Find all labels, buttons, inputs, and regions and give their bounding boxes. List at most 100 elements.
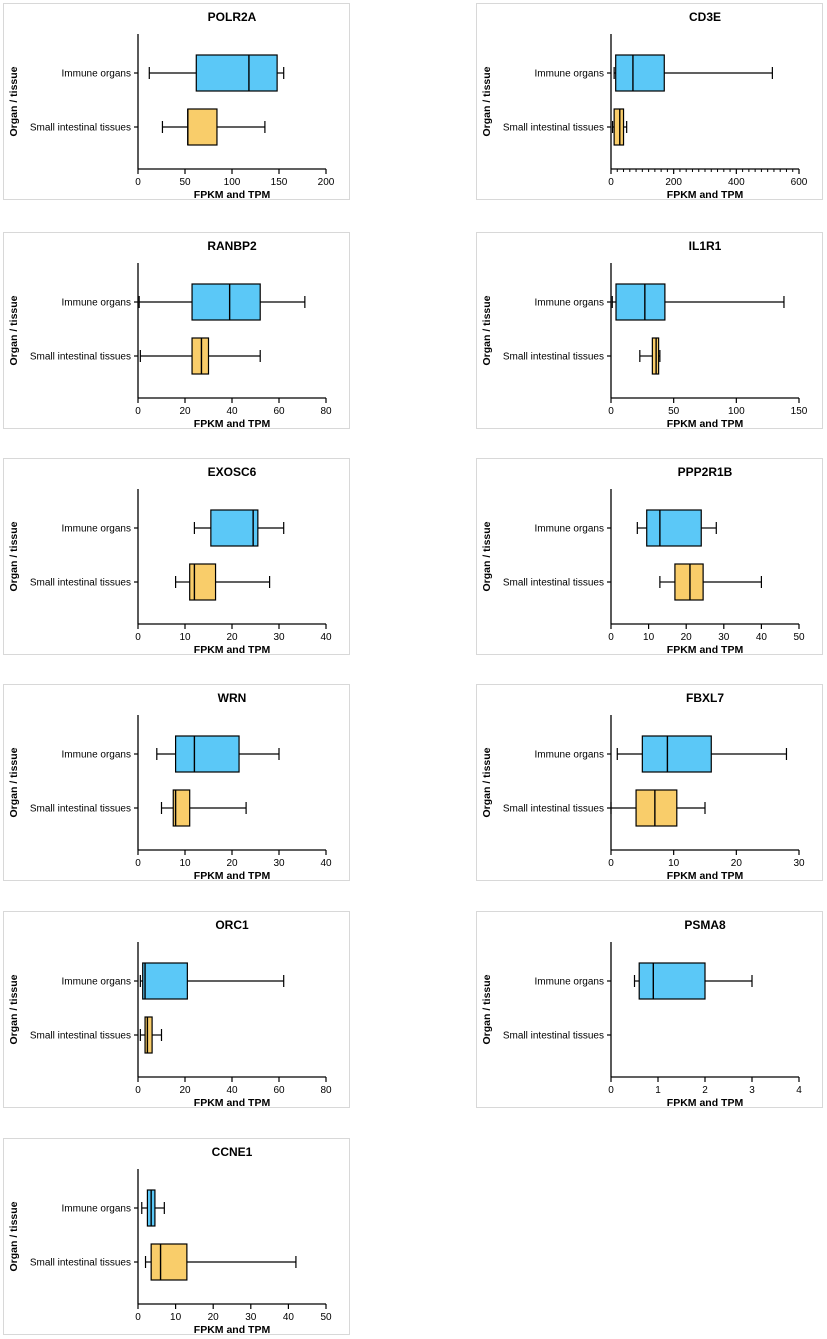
chart-svg: EXOSC6 Organ / tissue Immune organs Small i…: [8, 465, 332, 656]
y-axis-label: Organ / tissue: [481, 66, 493, 136]
x-tick-label: 20: [731, 858, 743, 869]
chart-panel-exosc6: EXOSC6 Organ / tissue Immune organs Small i…: [3, 458, 350, 656]
box-immune-organs: [613, 54, 773, 92]
box-small-intestinal-tissues: [139, 337, 261, 375]
y-axis-label: Organ / tissue: [8, 974, 20, 1044]
iqr-box: [210, 509, 259, 547]
x-axis-label: FPKM and TPM: [667, 644, 744, 656]
x-tick-label: 10: [179, 858, 191, 869]
y-axis-label: Organ / tissue: [481, 295, 493, 365]
x-tick-label: 0: [608, 1085, 614, 1096]
category-label: Immune organs: [535, 524, 604, 535]
box-small-intestinal-tissues: [639, 337, 661, 375]
chart-panel-ppp2r1b: PPP2R1B Organ / tissue Immune organs Small …: [476, 458, 823, 656]
x-tick-label: 2: [702, 1085, 708, 1096]
x-tick-label: 4: [796, 1085, 802, 1096]
box-immune-organs: [193, 509, 285, 547]
x-tick-label: 0: [135, 858, 141, 869]
chart-panel-psma8: PSMA8 Organ / tissue Immune organs Small in…: [476, 911, 823, 1109]
x-tick-label: 30: [245, 1312, 257, 1323]
x-tick-label: 40: [226, 1085, 238, 1096]
category-label: Small intestinal tissues: [503, 123, 604, 134]
category-label: Small intestinal tissues: [30, 804, 131, 815]
box-immune-organs: [139, 962, 285, 1000]
box-immune-organs: [148, 54, 285, 92]
iqr-box: [172, 789, 191, 827]
box-small-intestinal-tissues: [659, 563, 762, 601]
x-tick-label: 150: [791, 406, 808, 417]
chart-svg: ORC1 Organ / tissue Immune organs Small int…: [8, 918, 332, 1109]
x-tick-label: 600: [791, 177, 808, 188]
x-tick-label: 200: [665, 177, 682, 188]
iqr-box: [615, 283, 666, 321]
chart-panel-polr2a: POLR2A Organ / tissue Immune organs Small i…: [3, 3, 350, 201]
x-tick-label: 400: [728, 177, 745, 188]
chart-svg: CD3E Organ / tissue Immune organs Small int…: [481, 10, 808, 201]
category-label: Small intestinal tissues: [30, 1258, 131, 1269]
category-label: Small intestinal tissues: [30, 352, 131, 363]
chart-svg: CCNE1 Organ / tissue Immune organs Small in…: [8, 1145, 332, 1336]
chart-title: FBXL7: [686, 691, 724, 705]
x-tick-label: 50: [179, 177, 191, 188]
chart-svg: FBXL7 Organ / tissue Immune organs Small in…: [481, 691, 805, 882]
category-label: Immune organs: [535, 750, 604, 761]
x-tick-label: 0: [135, 1312, 141, 1323]
category-label: Small intestinal tissues: [503, 352, 604, 363]
category-label: Immune organs: [535, 69, 604, 80]
x-tick-label: 0: [608, 632, 614, 643]
x-axis-label: FPKM and TPM: [667, 189, 744, 201]
category-label: Small intestinal tissues: [30, 1031, 131, 1042]
x-tick-label: 100: [728, 406, 745, 417]
iqr-box: [187, 108, 218, 146]
iqr-box: [613, 108, 625, 146]
y-axis-label: Organ / tissue: [8, 747, 20, 817]
x-tick-label: 40: [226, 406, 238, 417]
x-tick-label: 100: [224, 177, 241, 188]
chart-title: PSMA8: [684, 918, 726, 932]
x-tick-label: 0: [608, 406, 614, 417]
chart-svg: RANBP2 Organ / tissue Immune organs Small i…: [8, 239, 332, 430]
chart-svg: IL1R1 Organ / tissue Immune organs Small in…: [481, 239, 808, 430]
y-axis-label: Organ / tissue: [481, 521, 493, 591]
box-immune-organs: [636, 509, 717, 547]
y-axis-label: Organ / tissue: [481, 974, 493, 1044]
x-tick-label: 20: [208, 1312, 220, 1323]
x-axis-label: FPKM and TPM: [194, 870, 271, 882]
box-small-intestinal-tissues: [144, 1243, 297, 1281]
x-tick-label: 30: [793, 858, 805, 869]
x-tick-label: 30: [718, 632, 730, 643]
x-tick-label: 150: [271, 177, 288, 188]
category-label: Immune organs: [62, 750, 131, 761]
chart-title: ORC1: [215, 918, 249, 932]
chart-panel-ccne1: CCNE1 Organ / tissue Immune organs Small in…: [3, 1138, 350, 1336]
x-tick-label: 1: [655, 1085, 661, 1096]
category-label: Small intestinal tissues: [30, 123, 131, 134]
y-axis-label: Organ / tissue: [8, 295, 20, 365]
x-tick-label: 40: [320, 858, 332, 869]
box-small-intestinal-tissues: [611, 108, 628, 146]
box-immune-organs: [611, 283, 785, 321]
x-tick-label: 3: [749, 1085, 755, 1096]
category-label: Immune organs: [62, 977, 131, 988]
category-label: Immune organs: [535, 977, 604, 988]
x-tick-label: 20: [226, 632, 238, 643]
x-tick-label: 10: [170, 1312, 182, 1323]
category-label: Immune organs: [62, 69, 131, 80]
box-immune-organs: [156, 735, 280, 773]
chart-title: POLR2A: [208, 10, 257, 24]
box-small-intestinal-tissues: [160, 789, 247, 827]
iqr-box: [150, 1243, 188, 1281]
x-tick-label: 30: [273, 858, 285, 869]
chart-title: IL1R1: [689, 239, 722, 253]
iqr-box: [195, 54, 278, 92]
category-label: Small intestinal tissues: [503, 1031, 604, 1042]
x-tick-label: 30: [273, 632, 285, 643]
y-axis-label: Organ / tissue: [8, 1201, 20, 1271]
x-tick-label: 0: [135, 1085, 141, 1096]
x-tick-label: 60: [273, 1085, 285, 1096]
category-label: Small intestinal tissues: [30, 578, 131, 589]
y-axis-label: Organ / tissue: [8, 66, 20, 136]
chart-panel-il1r1: IL1R1 Organ / tissue Immune organs Small in…: [476, 232, 823, 430]
chart-panel-orc1: ORC1 Organ / tissue Immune organs Small int…: [3, 911, 350, 1109]
category-label: Immune organs: [62, 524, 131, 535]
